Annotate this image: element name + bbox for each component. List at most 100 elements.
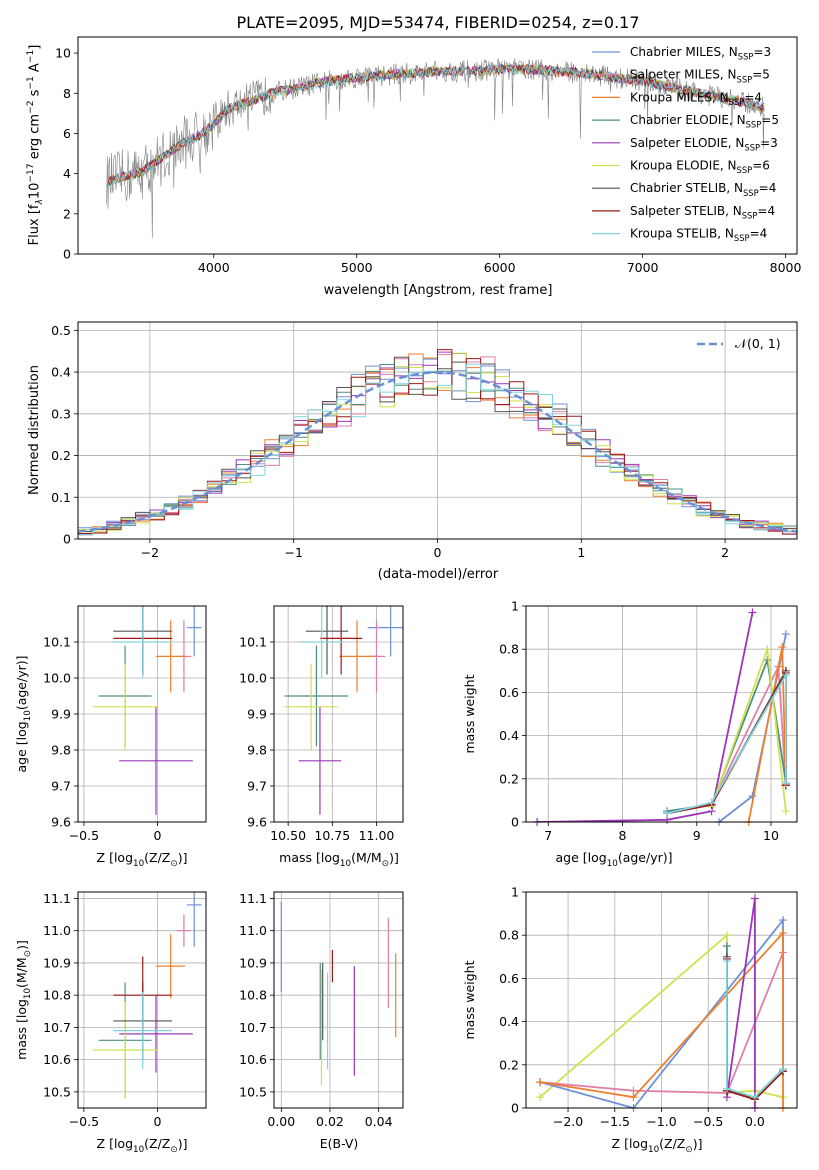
y-axis-label: Flux [fλ10−17 erg cm−2 s−1 A−1] xyxy=(26,45,45,246)
y-axis-label-part: Flux [f xyxy=(27,204,42,245)
x-tick-label: 8000 xyxy=(770,260,802,275)
legend-entry-part: Salpeter MILES, N xyxy=(630,68,737,82)
legend-entry-part: =4 xyxy=(750,227,768,241)
residual-histogram xyxy=(78,363,797,536)
y-axis-label: mass weight xyxy=(462,960,477,1039)
mass-weight-line xyxy=(666,671,787,815)
y-axis-label-part: λ xyxy=(35,199,45,205)
x-axis-label-part: (M/M xyxy=(351,850,382,865)
legend-entry: Kroupa STELIB, NSSP=4 xyxy=(630,227,767,244)
y-tick-label: 0.1 xyxy=(51,490,71,505)
x-axis-label-part: 10 xyxy=(648,1145,659,1155)
x-axis-label-part: 10 xyxy=(340,859,351,869)
mass-weight-line xyxy=(537,612,754,822)
legend-entry: Salpeter STELIB, NSSP=4 xyxy=(630,204,775,221)
y-tick-label: 9.8 xyxy=(247,743,267,758)
x-tick-label: −0.5 xyxy=(69,1114,99,1129)
legend-entry-part: =3 xyxy=(760,136,778,150)
x-tick-label: 0.04 xyxy=(365,1114,393,1129)
y-tick-label: 0.6 xyxy=(499,971,519,986)
model-spectrum-line xyxy=(106,63,765,187)
legend-entry-part: SSP xyxy=(737,74,753,84)
legend-entry-part: Kroupa MILES, N xyxy=(630,90,729,104)
y-tick-label: 11.0 xyxy=(43,923,71,938)
y-axis-label-part: mass [log xyxy=(14,999,29,1060)
x-axis-label-part: 10 xyxy=(133,1145,144,1155)
x-tick-label: −2 xyxy=(141,545,159,560)
x-tick-label: 4000 xyxy=(198,260,230,275)
mass-weight-marker xyxy=(781,807,790,816)
y-tick-label: 10.7 xyxy=(43,1020,71,1035)
y-tick-label: 0.4 xyxy=(51,365,71,380)
x-tick-label: 8 xyxy=(619,828,627,843)
x-axis-label-part: )] xyxy=(693,1136,703,1151)
x-tick-label: 11.00 xyxy=(359,828,395,843)
y-tick-label: 0.2 xyxy=(499,771,519,786)
y-tick-label: 10.1 xyxy=(43,635,71,650)
x-tick-label: 7 xyxy=(544,828,552,843)
mass-weight-marker xyxy=(778,929,787,938)
mass-weight-line xyxy=(539,930,784,1108)
y-axis-label-part: −2 xyxy=(26,101,36,114)
x-axis-label-part: (Z/Z xyxy=(659,1136,685,1151)
y-axis-label-part: (M/M xyxy=(14,957,29,988)
y-tick-label: 0.5 xyxy=(51,323,71,338)
mass-weight-marker xyxy=(763,656,772,664)
x-tick-label: −1.0 xyxy=(646,1114,676,1129)
legend-entry-part: =5 xyxy=(761,113,779,127)
y-tick-label: 1 xyxy=(511,599,519,614)
x-axis-label-part: )] xyxy=(178,1136,188,1151)
y-tick-label: 1 xyxy=(511,885,519,900)
y-tick-label: 4 xyxy=(63,166,71,181)
legend-entry-part: SSP xyxy=(734,233,750,243)
y-tick-label: 10.9 xyxy=(239,955,267,970)
x-tick-label: 0 xyxy=(153,1114,161,1129)
mass-weight-marker xyxy=(778,1065,787,1074)
x-axis-label-part: ⊙ xyxy=(170,859,177,869)
x-tick-label: −1.5 xyxy=(600,1114,630,1129)
y-axis-label: mass weight xyxy=(462,674,477,753)
mass-weight-marker xyxy=(750,894,759,903)
legend-entry: Kroupa MILES, NSSP=4 xyxy=(630,90,762,107)
x-axis-label-part: age [log xyxy=(555,850,606,865)
legend-entry: Kroupa ELODIE, NSSP=6 xyxy=(630,159,770,176)
legend-entry: Chabrier ELODIE, NSSP=5 xyxy=(630,113,779,130)
axes-frame xyxy=(77,36,798,255)
mass-weight-marker xyxy=(722,942,731,950)
y-axis-label-part: ⊙ xyxy=(23,950,33,957)
x-axis-label-part: 10 xyxy=(133,859,144,869)
mass-weight-marker xyxy=(778,643,787,652)
y-tick-label: 10.5 xyxy=(43,1084,71,1099)
x-axis-label-part: mass [log xyxy=(279,850,340,865)
mass-weight-marker xyxy=(663,809,672,818)
legend-entry-part: SSP xyxy=(742,211,758,221)
x-axis-label: age [log10(age/yr)] xyxy=(555,850,672,869)
legend-entry: Chabrier STELIB, NSSP=4 xyxy=(630,181,776,198)
mass-weight-line xyxy=(726,961,784,1099)
y-axis-label-part: )] xyxy=(14,940,29,950)
x-axis-label-part: (age/yr)] xyxy=(618,850,673,865)
y-tick-label: 0.8 xyxy=(499,642,519,657)
y-tick-label: 10.0 xyxy=(239,671,267,686)
x-axis-label: E(B-V) xyxy=(320,1136,359,1151)
legend-entry-part: Chabrier ELODIE, N xyxy=(630,113,746,127)
y-tick-label: 0.8 xyxy=(499,928,519,943)
x-tick-label: 0 xyxy=(153,828,161,843)
x-tick-label: 10.50 xyxy=(270,828,306,843)
y-axis-label-part: −1 xyxy=(26,50,36,63)
y-tick-label: 10.8 xyxy=(43,988,71,1003)
y-tick-label: 9.7 xyxy=(51,779,71,794)
mass-weight-marker xyxy=(781,671,790,680)
y-tick-label: 10.9 xyxy=(43,955,71,970)
y-tick-label: 11.1 xyxy=(239,891,267,906)
x-axis-label: mass [log10(M/M⊙)] xyxy=(279,850,399,869)
y-tick-label: 0.4 xyxy=(499,728,519,743)
y-tick-label: 10.0 xyxy=(43,671,71,686)
legend-gaussian-label: 𝒩(0, 1) xyxy=(735,336,781,351)
x-axis-label: wavelength [Angstrom, rest frame] xyxy=(324,283,553,298)
x-axis-label: Z [log10(Z/Z⊙)] xyxy=(612,1136,703,1155)
y-axis-label-part: erg cm xyxy=(27,114,42,163)
mass-weight-marker xyxy=(722,1084,731,1093)
x-tick-label: 0.0 xyxy=(745,1114,765,1129)
